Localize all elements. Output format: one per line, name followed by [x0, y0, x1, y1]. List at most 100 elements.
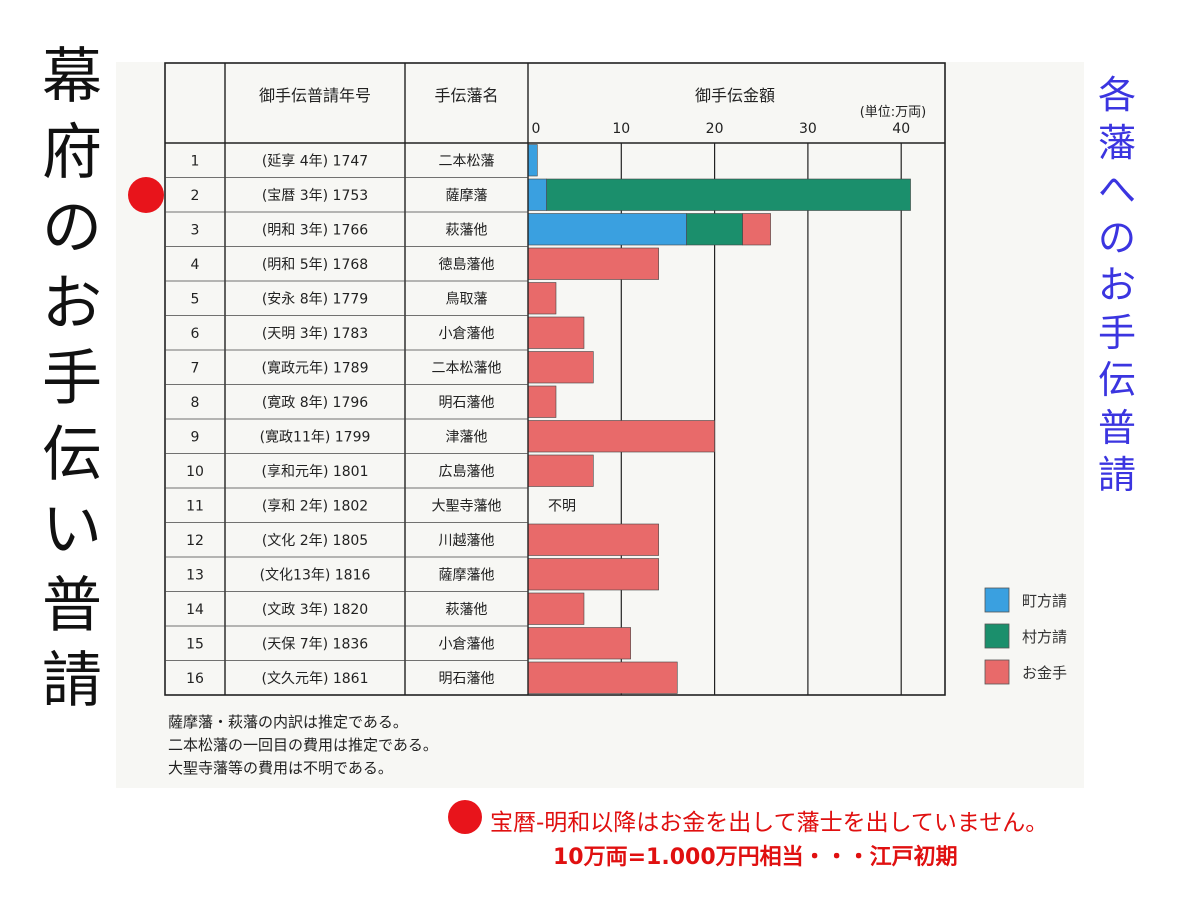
row-year: (宝暦 3年) 1753	[262, 188, 368, 204]
unit-label: (単位:万両)	[860, 104, 927, 120]
footer-note-2: 10万両=1.000万円相当・・・江戸初期	[553, 845, 958, 870]
table-note: 薩摩藩・萩藩の内訳は推定である。	[168, 713, 408, 731]
row-year: (寛政11年) 1799	[260, 428, 371, 445]
right-title-char: 普	[1097, 405, 1136, 450]
row-domain: 津藩他	[446, 429, 488, 445]
row-year: (寛政 8年) 1796	[262, 394, 368, 411]
row-year: (文久元年) 1861	[261, 671, 368, 687]
page-title-left: 幕 府 の お 手 伝 い 普 請	[28, 40, 116, 720]
legend-swatch	[984, 587, 1010, 613]
row-domain: 大聖寺藩他	[432, 498, 502, 514]
bar-segment	[527, 385, 557, 418]
right-title-char: 伝	[1097, 358, 1136, 402]
row-year: (天明 3年) 1783	[262, 326, 368, 342]
header-domain: 手伝藩名	[434, 86, 498, 105]
left-title-char: お	[42, 268, 102, 339]
bar-segment	[527, 454, 594, 487]
legend-swatch	[984, 623, 1010, 649]
bar-segment	[527, 351, 594, 384]
row-year: (延享 4年) 1747	[262, 152, 368, 169]
row-year: (文化 2年) 1805	[262, 533, 368, 549]
row-number: 11	[186, 498, 204, 514]
row-year: (文政 3年) 1820	[262, 602, 368, 618]
right-title-char: 手	[1097, 310, 1136, 355]
row-number: 9	[191, 429, 200, 445]
row-domain: 小倉藩他	[439, 326, 495, 342]
row-number: 7	[191, 360, 200, 376]
tick-label: 30	[799, 121, 817, 137]
row-domain: 小倉藩他	[439, 636, 495, 652]
row-domain: 鳥取藩	[446, 291, 488, 307]
page-title-right: 各 藩 へ の お 手 伝 普 請	[1090, 72, 1144, 500]
table-frame	[164, 62, 946, 696]
right-title-char: へ	[1097, 168, 1136, 212]
row-domain: 薩摩藩	[446, 187, 488, 204]
bar-segment	[686, 213, 743, 246]
bar-segment	[527, 523, 659, 556]
bar-segment	[527, 592, 585, 625]
annotation-unknown: 不明	[548, 498, 576, 514]
right-title-char: 藩	[1097, 120, 1136, 165]
tick-label: 10	[612, 121, 630, 137]
bar-segment	[527, 144, 538, 177]
bar-segment	[742, 213, 771, 246]
row-number: 8	[191, 395, 200, 411]
bar-segment	[527, 316, 585, 349]
row-number: 15	[186, 636, 204, 652]
bar-segment	[527, 558, 659, 591]
row-year: (享和 2年) 1802	[262, 497, 368, 514]
row-domain: 二本松藩	[439, 153, 495, 169]
marker-dot	[448, 800, 482, 834]
row-number: 13	[186, 567, 204, 583]
bar-segment	[527, 627, 631, 660]
right-title-char: 請	[1097, 453, 1136, 497]
row-number: 4	[191, 257, 200, 273]
tick-label: 20	[706, 121, 724, 137]
row-domain: 徳島藩他	[439, 257, 495, 273]
left-title-char: 幕	[42, 42, 102, 112]
row-year: (文化13年) 1816	[260, 567, 371, 583]
legend-label: 村方請	[1022, 628, 1067, 646]
row-year: (天保 7年) 1836	[262, 636, 368, 652]
left-title-char: 府	[42, 117, 102, 188]
bar-segment	[527, 282, 557, 315]
right-title-char: 各	[1097, 73, 1136, 117]
bar-segment	[527, 178, 547, 211]
row-number: 16	[186, 671, 204, 687]
left-title-char: 普	[42, 570, 102, 641]
legend-label: 町方請	[1022, 592, 1067, 610]
row-domain: 広島藩他	[439, 464, 495, 480]
row-number: 6	[191, 326, 200, 342]
bar-segment	[527, 661, 678, 694]
row-year: (明和 5年) 1768	[262, 257, 368, 273]
row-domain: 明石藩他	[439, 395, 495, 411]
tick-label: 0	[532, 121, 541, 137]
row-number: 3	[191, 222, 200, 238]
row-number: 1	[191, 153, 200, 169]
row-domain: 明石藩他	[439, 671, 495, 687]
row-number: 2	[191, 188, 200, 204]
row-domain: 萩藩他	[446, 222, 488, 238]
row-number: 14	[186, 602, 204, 618]
row-domain: 薩摩藩他	[439, 566, 495, 583]
left-title-char: 請	[42, 646, 102, 716]
row-number: 12	[186, 533, 204, 549]
row-domain: 萩藩他	[446, 602, 488, 618]
table-note: 二本松藩の一回目の費用は推定である。	[168, 736, 438, 754]
row-domain: 二本松藩他	[432, 360, 502, 376]
bar-segment	[527, 420, 715, 453]
right-title-char: の	[1097, 215, 1136, 260]
bar-segment	[527, 213, 687, 246]
row-domain: 川越藩他	[439, 533, 495, 549]
left-title-char: い	[42, 495, 102, 565]
left-title-char: 手	[42, 344, 102, 414]
bar-segment	[527, 247, 659, 280]
row-number: 5	[191, 291, 200, 307]
row-year: (享和元年) 1801	[261, 463, 368, 480]
left-title-char: の	[42, 193, 102, 263]
row-number: 10	[186, 464, 204, 480]
right-title-char: お	[1097, 263, 1136, 307]
row-year: (寛政元年) 1789	[261, 359, 368, 376]
footer-note-1: 宝暦-明和以降はお金を出して藩士を出していません。	[490, 810, 1049, 836]
